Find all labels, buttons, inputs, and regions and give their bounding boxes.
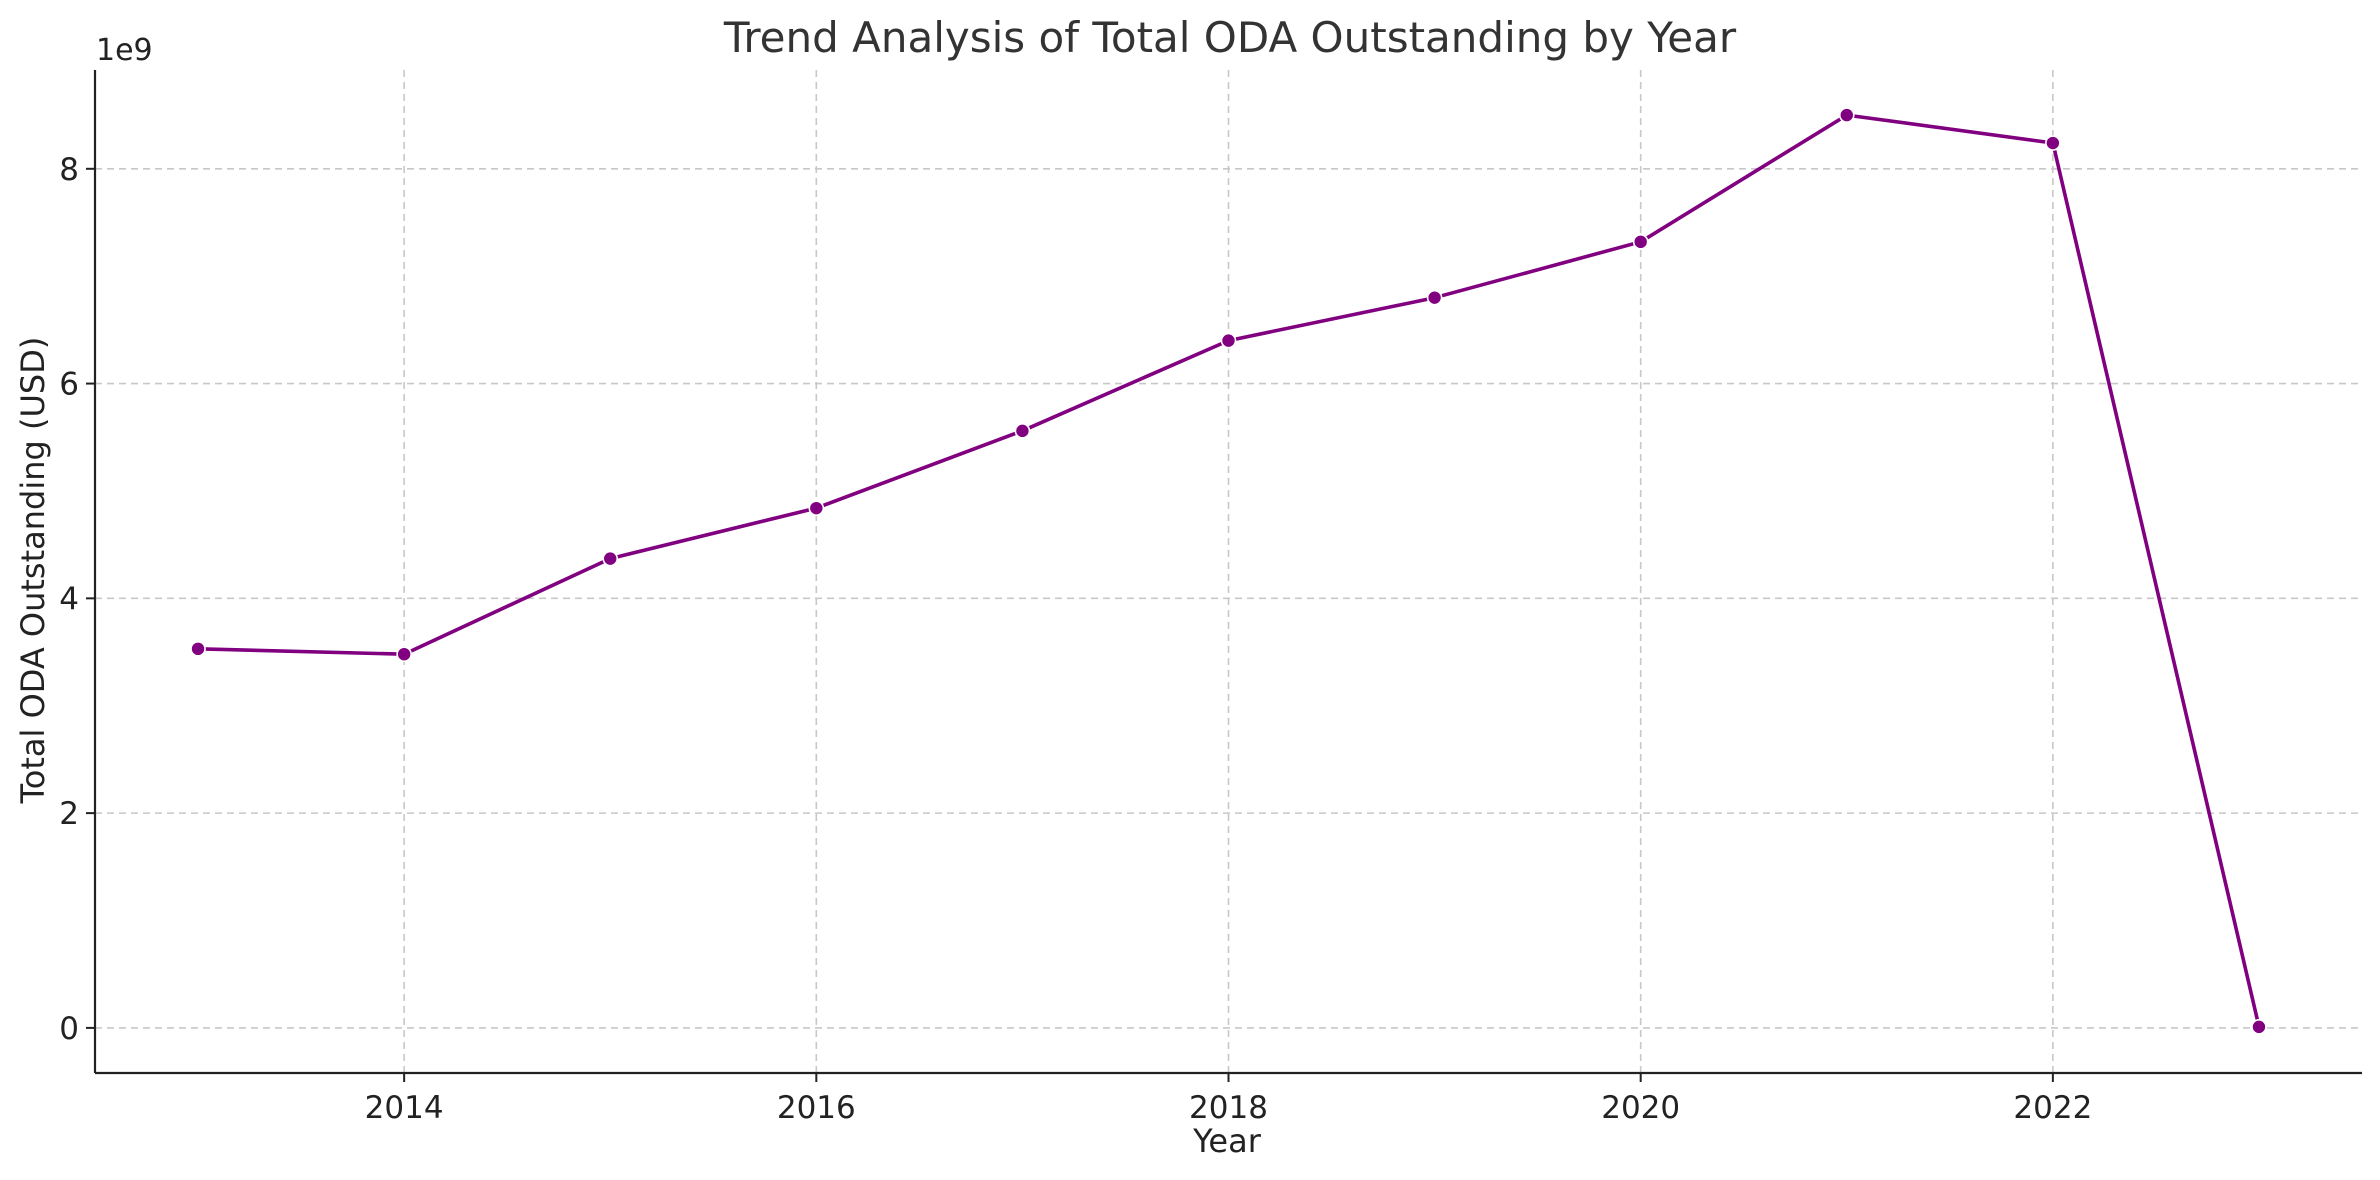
data-point-marker xyxy=(396,646,412,662)
data-point-marker xyxy=(808,500,825,516)
y-tick-label: 6 xyxy=(59,367,79,403)
y-ticks: 0 2 4 6 8 xyxy=(59,152,95,1047)
data-point-marker xyxy=(602,550,619,567)
x-ticks: 2014 2016 2018 2020 2022 xyxy=(365,1073,2092,1126)
x-tick-label: 2018 xyxy=(1189,1090,1268,1126)
series-layer xyxy=(190,107,2267,1035)
data-point-marker xyxy=(190,641,206,657)
chart-title: Trend Analysis of Total ODA Outstanding … xyxy=(723,13,1737,62)
y-axis-label: Total ODA Outstanding (USD) xyxy=(14,337,52,805)
grid-lines xyxy=(95,70,2362,1073)
y-axis-offset-label: 1e9 xyxy=(96,33,153,68)
data-point-marker xyxy=(1632,234,1649,250)
x-tick-label: 2022 xyxy=(2013,1090,2092,1126)
y-tick-label: 8 xyxy=(59,152,79,188)
x-tick-label: 2020 xyxy=(1601,1090,1680,1126)
x-tick-label: 2016 xyxy=(777,1090,856,1126)
y-tick-label: 0 xyxy=(59,1011,79,1047)
y-tick-label: 4 xyxy=(59,581,79,617)
data-point-marker xyxy=(1014,423,1031,439)
data-point-marker xyxy=(1838,107,1855,123)
data-point-marker xyxy=(1220,332,1237,349)
data-point-marker xyxy=(2251,1019,2267,1035)
data-point-marker xyxy=(1426,289,1443,306)
x-tick-label: 2014 xyxy=(365,1090,444,1126)
x-axis-label: Year xyxy=(1192,1122,1262,1160)
data-point-marker xyxy=(2045,135,2061,151)
y-tick-label: 2 xyxy=(59,796,79,832)
